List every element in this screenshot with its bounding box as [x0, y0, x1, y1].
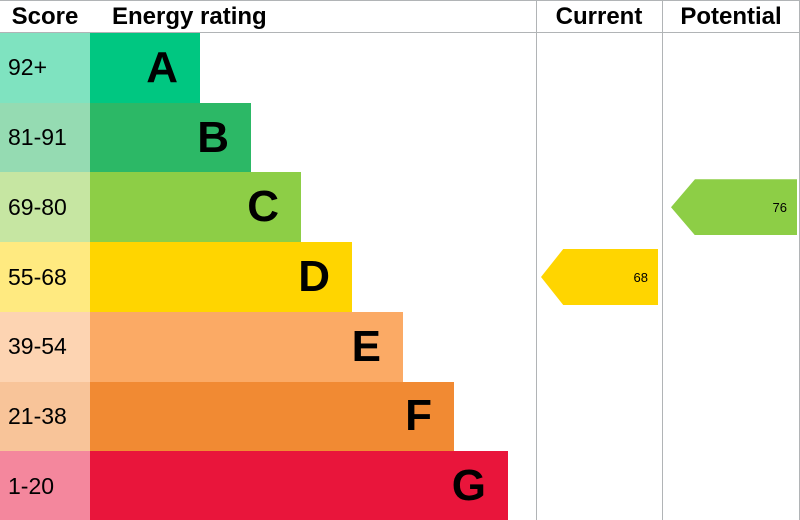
band-row: 1-20 G — [0, 451, 536, 520]
score-range-label: 1-20 — [8, 472, 55, 499]
score-range-label: 21-38 — [8, 402, 67, 429]
band-row: 39-54 E — [0, 311, 536, 382]
score-cell: 1-20 — [0, 451, 90, 520]
potential-header: Potential — [680, 3, 782, 30]
band-letter: G — [451, 461, 486, 511]
rating-bands: 92+ A 81-91 B 69-80 C 55-68 D 39-54 — [0, 33, 536, 520]
score-cell: 69-80 — [0, 172, 90, 243]
score-range-label: 81-91 — [8, 124, 67, 151]
band-letter: D — [298, 252, 330, 302]
potential-column — [662, 1, 800, 520]
score-cell: 39-54 — [0, 311, 90, 382]
band-bar: G — [90, 451, 508, 520]
band-bar: C — [90, 172, 301, 243]
band-letter: A — [146, 42, 178, 92]
current-rating-value: 68 — [633, 269, 648, 285]
band-bar: B — [90, 102, 251, 173]
band-bar: F — [90, 381, 454, 452]
current-header: Current — [555, 3, 643, 30]
current-column — [536, 1, 662, 520]
band-row: 69-80 C — [0, 172, 536, 243]
band-letter: E — [351, 321, 381, 371]
score-cell: 21-38 — [0, 381, 90, 452]
band-bar: A — [90, 33, 200, 103]
band-bar: D — [90, 242, 352, 312]
band-row: 81-91 B — [0, 102, 536, 173]
score-cell: 92+ — [0, 33, 90, 103]
score-range-label: 69-80 — [8, 193, 67, 220]
score-cell: 81-91 — [0, 102, 90, 173]
score-range-label: 92+ — [8, 54, 48, 81]
chart-header: Score Energy rating Current Potential — [0, 1, 800, 33]
band-letter: C — [247, 182, 279, 232]
score-range-label: 39-54 — [8, 333, 67, 360]
current-rating-arrow: 68 — [541, 249, 658, 305]
score-cell: 55-68 — [0, 242, 90, 312]
score-header: Score — [11, 3, 79, 30]
band-bar: E — [90, 311, 403, 382]
potential-rating-value: 76 — [772, 199, 787, 215]
score-range-label: 55-68 — [8, 263, 67, 290]
band-row: 55-68 D — [0, 242, 536, 312]
band-row: 21-38 F — [0, 381, 536, 452]
band-row: 92+ A — [0, 33, 536, 103]
band-letter: F — [405, 391, 432, 441]
energy-rating-header: Energy rating — [112, 3, 267, 30]
band-letter: B — [197, 112, 229, 162]
potential-rating-arrow: 76 — [671, 179, 797, 236]
